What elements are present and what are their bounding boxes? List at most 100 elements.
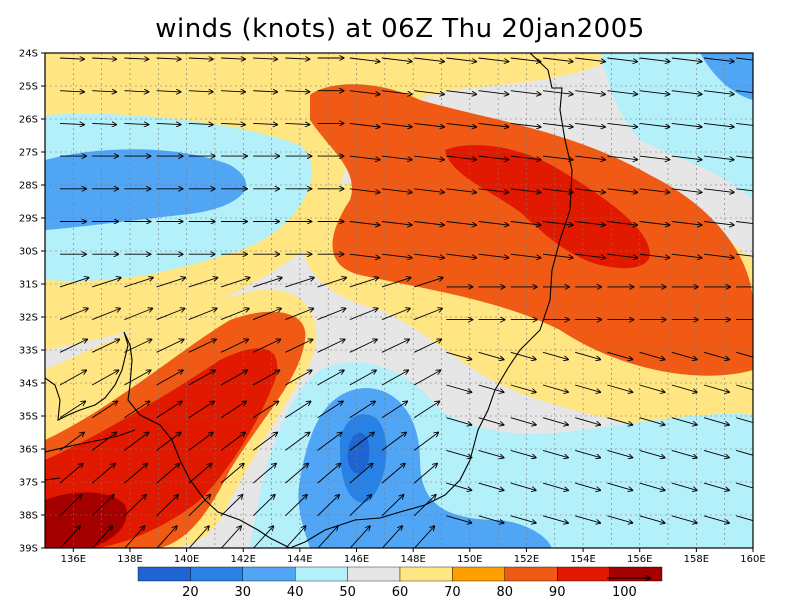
wind-vector xyxy=(156,464,180,484)
wind-vector xyxy=(478,417,504,425)
colorbar-swatch xyxy=(399,566,453,582)
wind-vector xyxy=(703,417,729,425)
lon-tick-label: 140E xyxy=(174,554,199,565)
wind-vector xyxy=(381,221,412,226)
colorbar-swatch xyxy=(190,566,243,582)
wind-vector xyxy=(703,253,734,258)
wind-vector xyxy=(252,401,278,419)
wind-vector xyxy=(414,221,444,226)
wind-vector xyxy=(703,57,734,62)
wind-vector xyxy=(59,526,80,548)
lat-tick-label: 25S xyxy=(19,82,38,93)
wind-vector xyxy=(414,90,444,95)
wind-vector xyxy=(220,123,245,124)
colorbar-swatch xyxy=(347,566,401,582)
wind-vector xyxy=(671,515,697,523)
wind-vector xyxy=(156,58,181,59)
wind-vector xyxy=(92,278,121,288)
wind-vector xyxy=(92,123,116,124)
colorbar-swatch xyxy=(557,566,610,582)
wind-vector xyxy=(607,384,632,392)
wind-vector xyxy=(349,278,379,288)
wind-vector xyxy=(220,339,248,353)
wind-vector xyxy=(253,123,277,124)
wind-vector xyxy=(414,57,444,62)
wind-vector xyxy=(59,464,83,484)
wind-vector xyxy=(671,57,702,62)
wind-vector xyxy=(285,278,314,288)
wind-vector xyxy=(478,515,504,523)
wind-vector xyxy=(478,351,504,359)
wind-vector xyxy=(92,308,120,321)
lon-tick-label: 142E xyxy=(231,554,256,565)
wind-vector xyxy=(349,339,377,353)
wind-vector xyxy=(285,370,311,386)
state-border-vic xyxy=(45,429,136,453)
wind-vector xyxy=(188,91,213,92)
colorbar-label: 40 xyxy=(287,585,304,600)
wind-vector xyxy=(542,253,573,258)
wind-vector xyxy=(671,384,697,392)
wind-vector xyxy=(639,515,665,523)
wind-vector xyxy=(253,278,282,288)
wind-vector xyxy=(478,122,509,127)
wind-vector xyxy=(736,90,753,94)
wind-vector xyxy=(446,90,476,95)
lat-tick-label: 27S xyxy=(19,148,38,159)
fill-100-south xyxy=(45,492,127,548)
wind-vector xyxy=(414,155,444,160)
wind-vector xyxy=(381,339,409,353)
wind-vector xyxy=(607,351,632,359)
wind-vector xyxy=(736,155,753,159)
lat-tick-label: 36S xyxy=(19,445,38,456)
wind-vector xyxy=(703,155,734,160)
wind-vector xyxy=(285,339,312,353)
wind-vector xyxy=(736,188,753,192)
wind-vector xyxy=(188,526,209,548)
wind-vector xyxy=(413,432,438,451)
wind-vector xyxy=(124,339,151,353)
wind-vector xyxy=(639,253,670,258)
wind-vector xyxy=(639,449,665,457)
wind-vector xyxy=(478,449,504,457)
colorbar: 20 30 40 50 60 70 80 90 xyxy=(137,566,663,600)
lat-tick-label: 38S xyxy=(19,511,38,522)
wind-vector xyxy=(381,308,410,321)
wind-vector xyxy=(156,278,186,288)
wind-vector xyxy=(478,253,509,258)
lat-tick-label: 37S xyxy=(19,478,38,489)
wind-vector xyxy=(703,188,734,193)
wind-vector xyxy=(156,308,185,321)
wind-vector xyxy=(91,432,116,451)
wind-vector xyxy=(671,351,697,359)
lon-tick-label: 144E xyxy=(287,554,312,565)
wind-vector xyxy=(607,155,637,160)
wind-vector xyxy=(510,384,536,392)
wind-vector xyxy=(639,221,670,226)
wind-vector xyxy=(188,495,211,517)
wind-vector xyxy=(671,482,697,490)
wind-vector xyxy=(510,155,541,160)
wind-vector xyxy=(317,339,345,353)
plot-frame xyxy=(44,52,754,549)
state-border-sa xyxy=(45,477,61,481)
wind-vector xyxy=(671,449,697,457)
east-coast xyxy=(289,53,573,548)
colorbar-swatch xyxy=(609,566,663,582)
wind-vector xyxy=(639,482,665,490)
wind-vector xyxy=(414,122,444,127)
wind-vector xyxy=(639,155,670,160)
lon-tick-label: 138E xyxy=(117,554,142,565)
wind-vector xyxy=(317,526,338,548)
wind-vector xyxy=(575,384,600,392)
wind-vector xyxy=(381,155,412,160)
lon-tick-label: 146E xyxy=(344,554,369,565)
wind-vector xyxy=(736,351,753,358)
fill-40-ne xyxy=(700,53,753,100)
wind-vector xyxy=(252,464,276,484)
wind-vector xyxy=(703,351,729,359)
wind-vector xyxy=(414,308,442,321)
wind-vector xyxy=(413,464,437,484)
wind-vector xyxy=(478,90,509,95)
wind-vector xyxy=(91,401,117,419)
